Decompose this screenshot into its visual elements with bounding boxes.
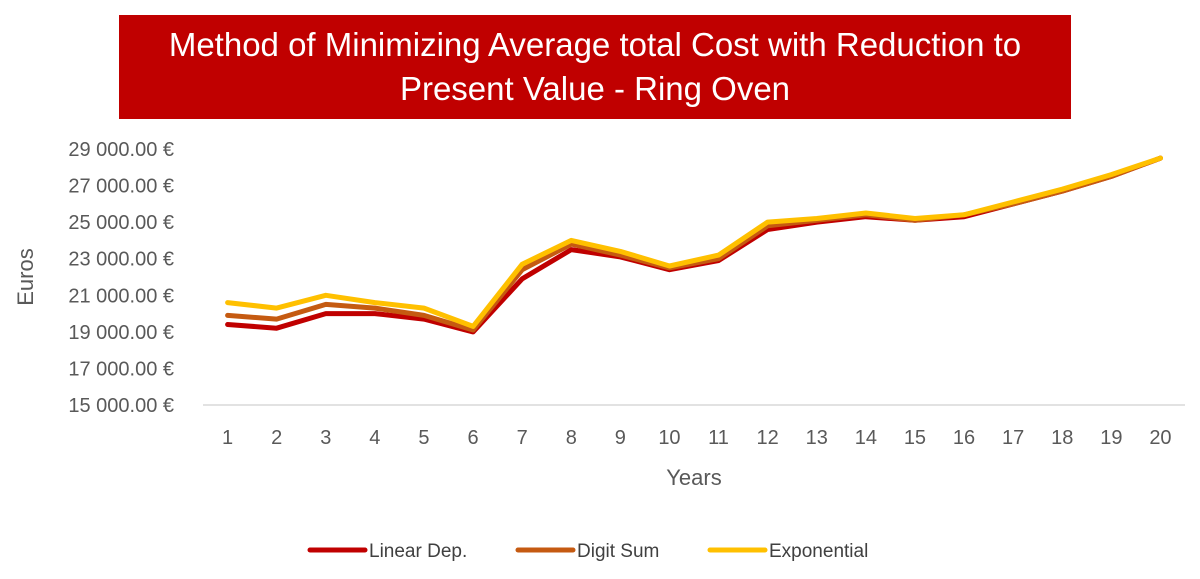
legend-label: Linear Dep. bbox=[369, 541, 467, 562]
series-line-digit-sum bbox=[225, 155, 1163, 333]
series-line-exponential bbox=[225, 155, 1163, 329]
x-tick-label: 9 bbox=[615, 427, 626, 449]
x-tick-label: 17 bbox=[1002, 427, 1024, 449]
x-tick-label: 4 bbox=[369, 427, 380, 449]
y-tick-label: 19 000.00 € bbox=[68, 322, 174, 344]
x-tick-label: 6 bbox=[467, 427, 478, 449]
chart-title: Method of Minimizing Average total Cost … bbox=[119, 15, 1071, 119]
y-tick-label: 29 000.00 € bbox=[68, 139, 174, 161]
y-tick-label: 27 000.00 € bbox=[68, 176, 174, 198]
series-lines bbox=[225, 155, 1163, 335]
y-tick-label: 15 000.00 € bbox=[68, 395, 174, 417]
chart-title-line-1: Method of Minimizing Average total Cost … bbox=[168, 26, 1022, 63]
x-tick-label: 20 bbox=[1149, 427, 1171, 449]
x-tick-label: 18 bbox=[1051, 427, 1073, 449]
x-tick-label: 7 bbox=[517, 427, 528, 449]
legend-label: Digit Sum bbox=[577, 541, 659, 562]
x-axis-title: Years bbox=[666, 465, 721, 490]
chart-title-line-2: Present Value - Ring Oven bbox=[399, 70, 791, 107]
x-tick-label: 5 bbox=[418, 427, 429, 449]
x-tick-label: 12 bbox=[757, 427, 779, 449]
x-tick-label: 8 bbox=[566, 427, 577, 449]
y-tick-label: 17 000.00 € bbox=[68, 358, 174, 380]
x-tick-label: 13 bbox=[806, 427, 828, 449]
x-tick-label: 2 bbox=[271, 427, 282, 449]
x-tick-label: 10 bbox=[658, 427, 680, 449]
legend: Linear Dep. Digit Sum Exponential bbox=[307, 541, 868, 562]
x-tick-label: 11 bbox=[708, 427, 729, 449]
x-tick-label: 15 bbox=[904, 427, 926, 449]
y-tick-label: 23 000.00 € bbox=[68, 249, 174, 271]
y-tick-label: 25 000.00 € bbox=[68, 212, 174, 234]
x-tick-label: 14 bbox=[855, 427, 877, 449]
x-tick-label: 16 bbox=[953, 427, 975, 449]
x-tick-label: 19 bbox=[1100, 427, 1122, 449]
x-tick-label: 1 bbox=[222, 427, 233, 449]
y-tick-label: 21 000.00 € bbox=[68, 285, 174, 307]
y-axis-title: Euros bbox=[13, 248, 38, 305]
x-axis-tick-labels: 1 2 3 4 5 6 7 8 9 10 11 12 13 14 15 16 17 18 19 20 bbox=[222, 427, 1172, 449]
x-tick-label: 3 bbox=[320, 427, 331, 449]
y-axis-tick-labels: 15 000.00 € 17 000.00 € 19 000.00 € 21 000.… bbox=[68, 139, 174, 417]
legend-label: Exponential bbox=[769, 541, 868, 562]
